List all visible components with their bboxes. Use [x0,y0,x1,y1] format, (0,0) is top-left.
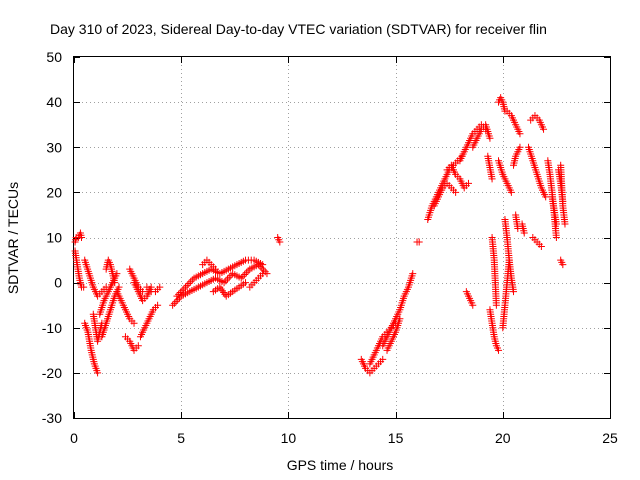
data-point [552,220,560,228]
data-point [452,188,460,196]
data-point [409,270,417,278]
data-point [259,270,267,278]
data-point [237,274,245,282]
data-point [492,301,500,309]
data-point [220,279,228,287]
data-point [259,261,267,269]
x-axis-label: GPS time / hours [287,457,394,473]
data-point [486,134,494,142]
chart-title: Day 310 of 2023, Sidereal Day-to-day VTE… [50,21,547,37]
data-point [181,283,189,291]
data-point [276,238,284,246]
data-point [175,290,183,298]
data-point [559,261,567,269]
y-tick-label: 0 [54,275,62,291]
grid-layer [74,57,610,418]
data-point [94,369,102,377]
x-tick-label: 5 [177,430,185,446]
data-point [258,264,266,272]
data-point [227,271,235,279]
x-tick-label: 25 [602,430,618,446]
data-point [561,220,569,228]
data-point [218,287,226,295]
data-point [130,319,138,327]
data-point [507,188,515,196]
data-point [520,229,528,237]
data-point [78,234,86,241]
data-point [180,285,188,293]
data-point [224,275,232,283]
data-point [540,125,548,133]
data-point [173,292,181,300]
y-tick-label: 40 [46,94,62,110]
y-axis-label: SDTVAR / TECUs [5,182,21,294]
data-point [495,346,503,354]
data-point [225,273,233,281]
y-tick-label: 20 [46,184,62,200]
data-point [217,285,225,293]
y-tick-label: -10 [42,320,62,336]
data-point [156,283,164,291]
y-tick-label: -30 [42,410,62,426]
data-point [516,130,524,138]
data-point [464,179,472,187]
y-tick-label: 30 [46,139,62,155]
data-point [220,289,228,297]
x-tick-label: 15 [388,430,404,446]
data-point [222,277,230,285]
data-point [212,265,220,273]
y-tick-label: -20 [42,365,62,381]
data-point [242,279,250,287]
data-point [241,271,249,279]
data-point [537,243,545,251]
data-point [111,279,119,287]
data-point [516,143,524,151]
data-point [172,298,180,306]
data-point [170,299,178,307]
data-point [415,238,423,246]
data-point [239,272,247,280]
data-point [542,193,550,201]
x-tick-label: 0 [70,430,78,446]
data-point [154,301,162,309]
data-point [379,355,387,363]
data-point [188,276,196,284]
data-point [469,301,477,309]
y-tick-label: 50 [46,49,62,65]
data-point [115,283,123,291]
data-point [174,296,182,304]
data-point [260,266,268,274]
data-point [187,278,195,286]
data-point [488,175,496,183]
data-point [185,280,193,288]
data-points [71,94,569,377]
data-point [552,234,560,241]
x-tick-label: 10 [281,430,297,446]
x-tick-label: 20 [495,430,511,446]
data-point [510,288,518,296]
data-point [244,267,252,275]
data-point [396,315,404,323]
data-point [183,281,191,289]
data-point [216,283,224,291]
data-point [169,301,177,309]
data-point [80,283,88,291]
tick-layer: 0 5 10 15 20 25 -30 -20 -10 0 10 20 30 40 50 [42,49,618,446]
data-point [134,342,142,350]
data-point [242,269,250,277]
data-point [176,289,184,297]
data-point [178,287,186,295]
y-tick-label: 10 [46,230,62,246]
